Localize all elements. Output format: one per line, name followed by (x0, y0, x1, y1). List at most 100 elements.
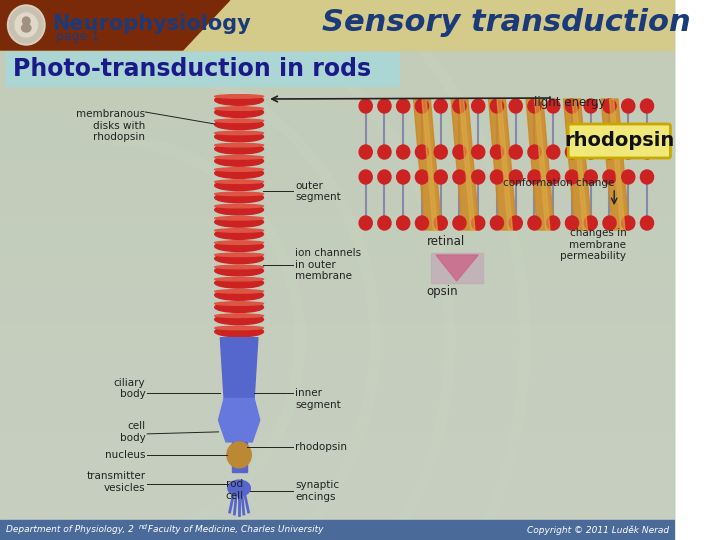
Polygon shape (436, 255, 478, 281)
Text: inner
segment: inner segment (295, 388, 341, 410)
Polygon shape (451, 99, 479, 230)
Circle shape (22, 17, 30, 25)
Circle shape (453, 170, 466, 184)
Bar (232, 442, 247, 472)
Polygon shape (572, 99, 588, 230)
Circle shape (621, 99, 635, 113)
Ellipse shape (215, 205, 264, 208)
Circle shape (528, 216, 541, 230)
Ellipse shape (215, 119, 264, 130)
Circle shape (603, 216, 616, 230)
Circle shape (434, 145, 447, 159)
Circle shape (490, 216, 503, 230)
Circle shape (359, 216, 372, 230)
Text: changes in
membrane
permeability: changes in membrane permeability (560, 228, 626, 261)
Text: Photo-transduction in rods: Photo-transduction in rods (13, 57, 372, 81)
Circle shape (472, 99, 485, 113)
Ellipse shape (215, 266, 264, 276)
Polygon shape (526, 99, 554, 230)
Text: Faculty of Medicine, Charles University: Faculty of Medicine, Charles University (145, 525, 324, 535)
Circle shape (453, 145, 466, 159)
Ellipse shape (215, 302, 264, 313)
Circle shape (565, 145, 579, 159)
Ellipse shape (215, 131, 264, 142)
FancyBboxPatch shape (568, 124, 670, 158)
Polygon shape (422, 99, 438, 230)
Circle shape (378, 170, 391, 184)
Ellipse shape (215, 241, 264, 252)
Ellipse shape (215, 168, 264, 178)
Circle shape (378, 99, 391, 113)
Circle shape (15, 13, 37, 37)
Text: conformation change: conformation change (503, 178, 614, 188)
Circle shape (603, 99, 616, 113)
Circle shape (7, 5, 45, 45)
Ellipse shape (215, 326, 264, 330)
Ellipse shape (215, 144, 264, 154)
Text: Sensory transduction: Sensory transduction (322, 8, 690, 37)
Circle shape (621, 216, 635, 230)
Polygon shape (534, 99, 550, 230)
Ellipse shape (215, 278, 264, 281)
Text: Neurophysiology: Neurophysiology (53, 14, 251, 34)
Ellipse shape (215, 95, 264, 105)
Circle shape (509, 170, 522, 184)
Ellipse shape (215, 180, 264, 184)
Ellipse shape (215, 289, 264, 293)
Polygon shape (489, 99, 517, 230)
Circle shape (565, 216, 579, 230)
Ellipse shape (215, 156, 264, 166)
Text: nd: nd (139, 524, 148, 530)
Circle shape (584, 99, 598, 113)
Ellipse shape (215, 241, 264, 245)
Text: rhodopsin: rhodopsin (295, 442, 347, 452)
Ellipse shape (215, 314, 264, 325)
Circle shape (434, 99, 447, 113)
Circle shape (434, 170, 447, 184)
Polygon shape (413, 99, 441, 230)
Ellipse shape (215, 94, 264, 98)
Text: Copyright © 2011 Luděk Nerad: Copyright © 2011 Luděk Nerad (527, 525, 670, 535)
Circle shape (472, 145, 485, 159)
Ellipse shape (215, 217, 264, 227)
Circle shape (453, 99, 466, 113)
Circle shape (415, 145, 428, 159)
Circle shape (640, 216, 654, 230)
Circle shape (528, 99, 541, 113)
Circle shape (359, 99, 372, 113)
Ellipse shape (215, 327, 264, 337)
Text: light energy: light energy (534, 96, 606, 109)
Circle shape (584, 170, 598, 184)
Circle shape (453, 216, 466, 230)
Circle shape (528, 170, 541, 184)
Bar (0, 0, 675, 50)
Circle shape (509, 145, 522, 159)
Circle shape (640, 145, 654, 159)
Polygon shape (0, 0, 230, 50)
Ellipse shape (215, 156, 264, 159)
Circle shape (565, 170, 579, 184)
Circle shape (490, 170, 503, 184)
Circle shape (490, 145, 503, 159)
Bar (431, 253, 483, 283)
Ellipse shape (215, 107, 264, 118)
Circle shape (415, 216, 428, 230)
Ellipse shape (215, 131, 264, 134)
Ellipse shape (215, 180, 264, 191)
Circle shape (584, 145, 598, 159)
Ellipse shape (215, 192, 264, 202)
Polygon shape (218, 399, 260, 442)
Circle shape (621, 170, 635, 184)
Circle shape (584, 216, 598, 230)
Circle shape (378, 145, 391, 159)
Circle shape (397, 145, 410, 159)
Text: outer
segment: outer segment (295, 181, 341, 202)
Circle shape (546, 145, 559, 159)
Text: page 1: page 1 (56, 30, 99, 43)
Polygon shape (610, 99, 625, 230)
Text: retinal: retinal (427, 235, 465, 248)
Ellipse shape (215, 253, 264, 256)
Circle shape (546, 170, 559, 184)
Circle shape (509, 99, 522, 113)
Ellipse shape (215, 119, 264, 123)
